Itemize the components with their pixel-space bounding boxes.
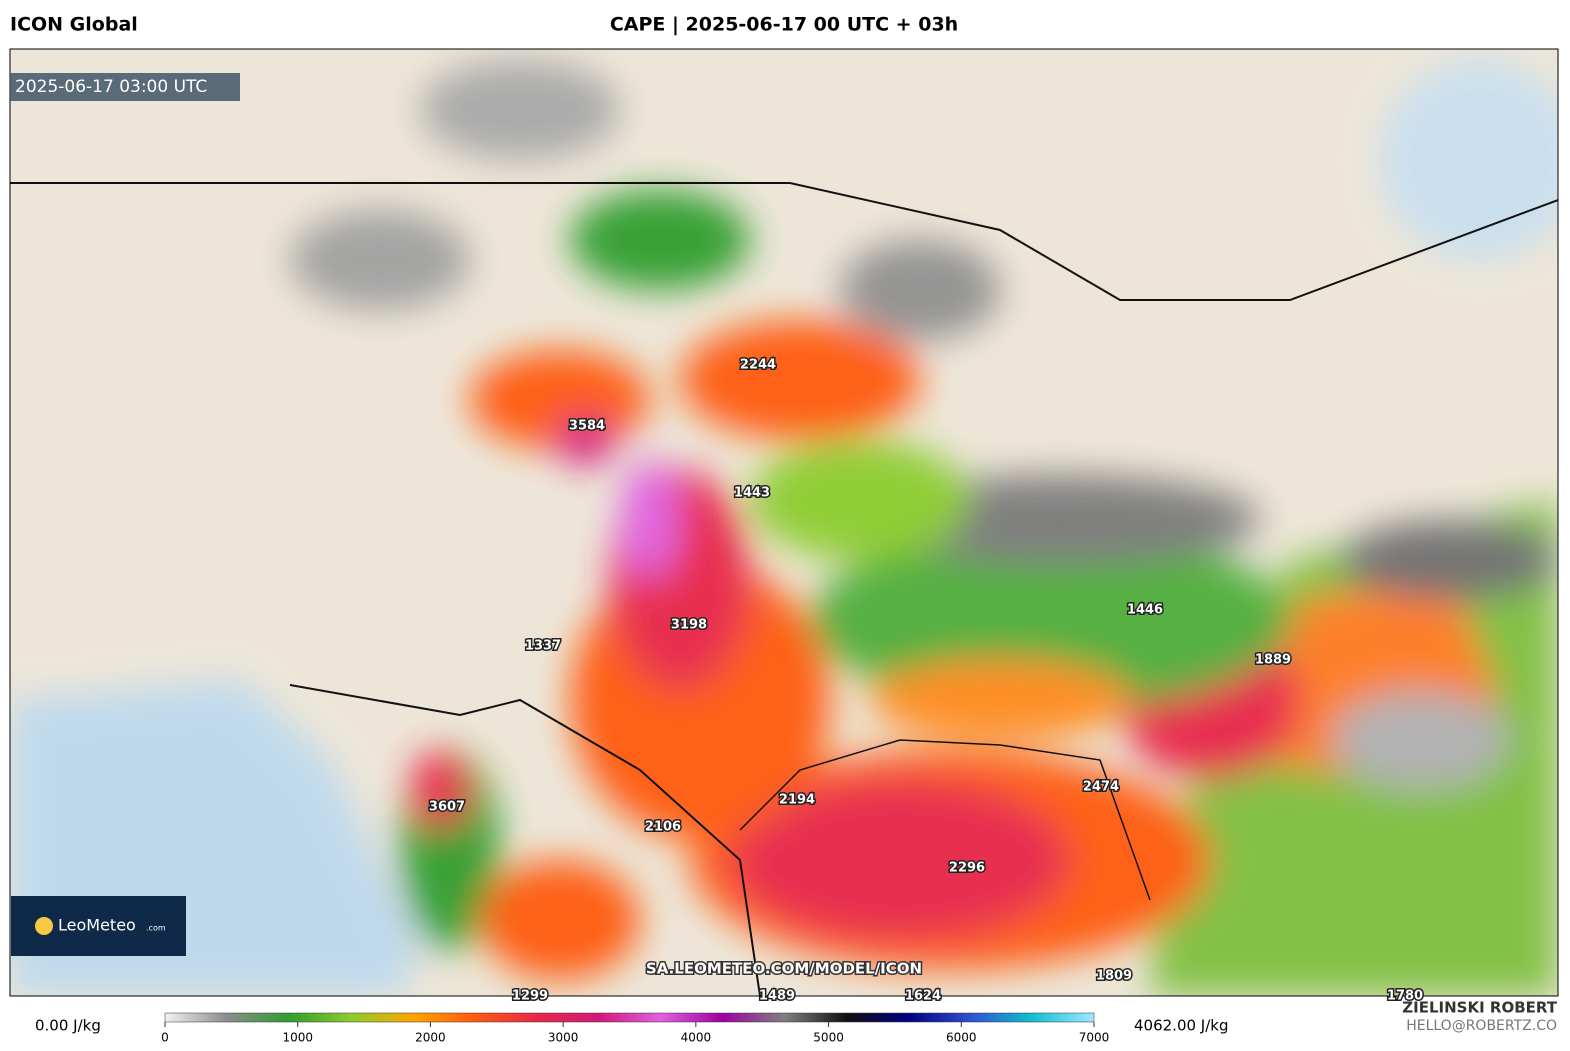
cape-label: 3607 [429, 800, 465, 815]
cape-label: 2474 [1083, 780, 1119, 795]
chart-title: CAPE | 2025-06-17 00 UTC + 03h [610, 14, 958, 36]
author: ZIELINSKI ROBERT [1402, 999, 1557, 1017]
logo-sun [35, 917, 53, 935]
cape-label: 1446 [1127, 603, 1163, 618]
logo-suffix: .com [146, 924, 166, 933]
colorbar-min: 0.00 J/kg [35, 1017, 101, 1035]
map-labels: 3584 2244 1443 3198 1337 3607 2106 2194 2296 2474… [427, 356, 1424, 1005]
cape-label: 3584 [569, 419, 605, 434]
colorbar-tick-label: 6000 [946, 1031, 977, 1045]
colorbar-tick-label: 3000 [548, 1031, 579, 1045]
map [10, 49, 1558, 996]
colorbar-max: 4062.00 J/kg [1134, 1017, 1228, 1035]
cape-label: 1299 [512, 989, 548, 1004]
logo-name: LeoMeteo [58, 916, 136, 935]
email: HELLO@ROBERTZ.CO [1406, 1018, 1557, 1034]
colorbar-tick-label: 1000 [282, 1031, 313, 1045]
model-name: ICON Global [10, 14, 138, 36]
cape-label: 2106 [645, 820, 681, 835]
colorbar-tick-label: 7000 [1079, 1031, 1110, 1045]
cape-label: 2296 [949, 861, 985, 876]
cape-label: 2194 [779, 793, 815, 808]
colorbar [164, 1012, 1095, 1023]
cape-label: 1489 [759, 989, 795, 1004]
cape-label: 3198 [671, 618, 707, 633]
cape-label: 2244 [740, 358, 776, 373]
cape-label: 1337 [525, 639, 561, 654]
timestamp: 2025-06-17 03:00 UTC [15, 77, 207, 97]
cape-label: 1809 [1096, 969, 1132, 984]
cape-label: 1889 [1255, 653, 1291, 668]
cape-label: 1443 [734, 486, 770, 501]
watermark: SA.LEOMETEO.COM/MODEL/ICON [646, 960, 922, 978]
cape-label: 1624 [905, 989, 941, 1004]
cape-label: 1780 [1387, 989, 1423, 1004]
colorbar-ticks: 0 1000 2000 3000 4000 5000 6000 7000 [161, 1022, 1109, 1045]
colorbar-tick-label: 5000 [813, 1031, 844, 1045]
colorbar-tick-label: 4000 [681, 1031, 712, 1045]
colorbar-tick-label: 2000 [415, 1031, 446, 1045]
colorbar-tick-label: 0 [161, 1031, 169, 1045]
